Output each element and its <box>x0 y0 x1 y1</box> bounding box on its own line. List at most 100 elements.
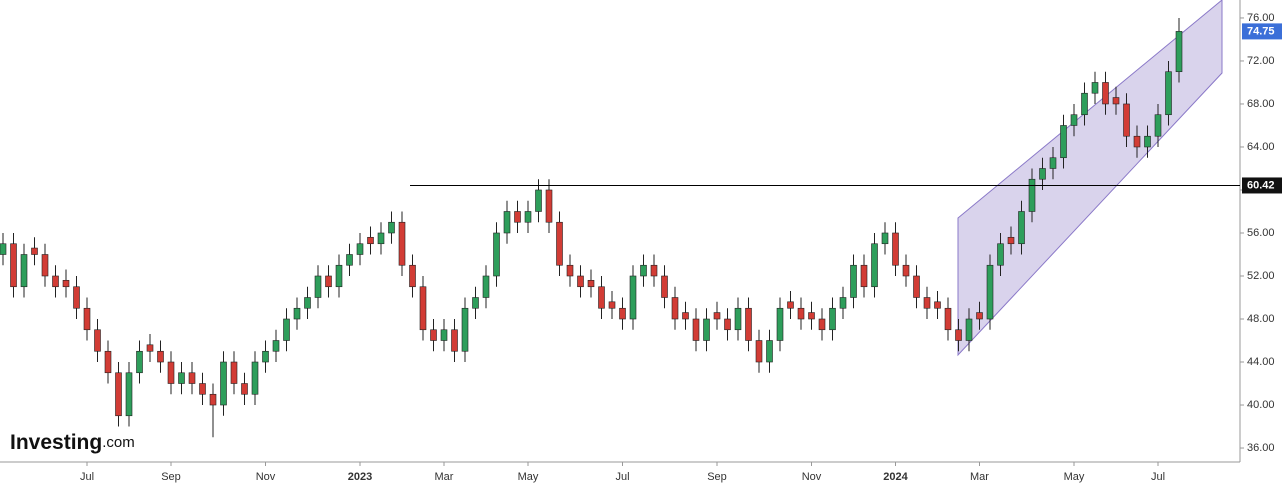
candle-body <box>787 301 794 309</box>
candle-body <box>556 221 563 266</box>
logo: Investing.com <box>10 431 135 454</box>
candle-body <box>115 372 122 417</box>
trend-channel <box>957 0 1223 357</box>
candle-body <box>724 318 731 331</box>
candle-body <box>157 350 164 363</box>
y-tick-label: 72.00 <box>1247 55 1275 67</box>
candle-body <box>20 254 28 288</box>
candle-body <box>1007 236 1015 245</box>
candle-body <box>377 232 385 245</box>
x-tick-label: May <box>518 471 539 483</box>
candle-body <box>692 318 700 341</box>
candle-body <box>136 350 143 374</box>
candle-body <box>829 307 836 331</box>
x-tick-label: Mar <box>435 471 454 483</box>
candle-body <box>839 297 847 309</box>
candle-body <box>1091 82 1099 94</box>
candle-body <box>31 247 38 255</box>
candle-body <box>892 232 899 266</box>
candle-body <box>1123 103 1130 137</box>
candle-body <box>976 312 983 320</box>
candle-body <box>1018 211 1025 245</box>
candle-body <box>514 211 521 223</box>
candle-body <box>10 243 17 288</box>
candle-body <box>104 350 112 374</box>
candle-body <box>818 318 826 331</box>
y-tick-label: 52.00 <box>1247 270 1275 282</box>
x-tick-label: Mar <box>970 471 989 483</box>
candle-body <box>482 275 490 298</box>
candle-body <box>577 275 584 288</box>
candle-body <box>356 243 364 255</box>
candle-body <box>199 383 206 395</box>
candle-body <box>524 211 532 223</box>
candle-body <box>325 275 332 288</box>
candle-body <box>1175 31 1183 73</box>
y-tick-label: 48.00 <box>1247 313 1275 325</box>
candle-body <box>535 189 542 212</box>
candle-body <box>860 264 868 288</box>
candle-body <box>73 286 80 309</box>
candle-body <box>1102 82 1109 105</box>
x-tick-label: May <box>1064 471 1085 483</box>
candle-body <box>797 307 805 320</box>
candle-body <box>1028 178 1036 212</box>
candle-body <box>146 344 154 352</box>
price-label: 74.75 <box>1247 25 1275 37</box>
candle-body <box>262 350 269 363</box>
candle-body <box>388 221 395 234</box>
candle-body <box>734 307 742 331</box>
x-tick-label: Nov <box>802 471 822 483</box>
candle-body <box>472 297 479 309</box>
x-tick-label: Sep <box>161 471 181 483</box>
candle-body <box>713 312 721 320</box>
candle-body <box>661 275 668 298</box>
candle-body <box>209 393 217 406</box>
candle-body <box>923 297 931 309</box>
candle-body <box>293 307 301 320</box>
candle-body <box>188 372 196 384</box>
candle-body <box>304 297 311 309</box>
price-label-box <box>1242 23 1282 40</box>
candle-body <box>997 243 1004 266</box>
candle-body <box>1165 71 1172 116</box>
candle-body <box>52 275 59 288</box>
candle-body <box>766 340 773 363</box>
candle-body <box>367 236 374 245</box>
y-tick-label: 64.00 <box>1247 141 1275 153</box>
x-tick-label: Sep <box>707 471 727 483</box>
candle-body <box>430 329 437 341</box>
candle-body <box>1144 135 1151 148</box>
candle-body <box>986 264 994 320</box>
candle-body <box>451 329 458 352</box>
candle-body <box>881 232 889 245</box>
candle-body <box>902 264 910 277</box>
candle-body <box>335 264 343 288</box>
candle-body <box>283 318 290 341</box>
candle-body <box>251 361 259 395</box>
level-label-box <box>1242 177 1282 194</box>
candle-body <box>346 254 353 266</box>
y-tick-label: 76.00 <box>1247 12 1275 24</box>
candle-body <box>178 372 185 384</box>
candle-body <box>629 275 637 320</box>
candle-body <box>1154 114 1162 137</box>
candle-body <box>913 275 920 298</box>
candle-body <box>545 189 553 223</box>
candle-body <box>83 307 91 331</box>
candle-body <box>608 301 616 309</box>
candle-body <box>1039 168 1046 180</box>
candle-body <box>755 340 763 363</box>
candle-body <box>62 279 70 288</box>
candle-body <box>125 372 133 417</box>
candle-body <box>440 329 448 341</box>
candle-body <box>503 211 511 234</box>
x-tick-label: Jul <box>1151 471 1165 483</box>
candle-body <box>850 264 857 298</box>
candle-body <box>808 312 815 320</box>
x-tick-label: Jul <box>615 471 629 483</box>
logo-main: Investing <box>10 431 102 454</box>
candle-body <box>241 383 248 395</box>
candle-body <box>41 254 49 277</box>
